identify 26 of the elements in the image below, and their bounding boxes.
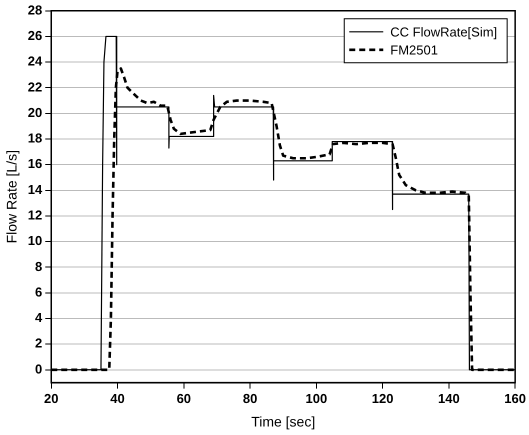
x-tick-label: 40 xyxy=(110,390,125,406)
y-tick-label: 26 xyxy=(28,28,42,44)
y-tick-label: 12 xyxy=(28,208,42,223)
legend-label: FM2501 xyxy=(390,42,438,58)
y-tick-label: 18 xyxy=(28,130,42,146)
y-tick-label: 24 xyxy=(28,54,44,69)
y-tick-label: 14 xyxy=(28,182,44,197)
y-tick-label: 8 xyxy=(35,258,42,274)
y-tick-label: 20 xyxy=(28,104,42,120)
y-tick-label: 4 xyxy=(35,310,44,326)
y-tick-label: 6 xyxy=(35,284,42,300)
y-tick-label: 28 xyxy=(28,2,42,18)
x-tick-label: 160 xyxy=(504,390,526,406)
x-tick-label: 60 xyxy=(176,390,192,406)
y-tick-label: 2 xyxy=(35,336,42,351)
x-axis-title: Time [sec] xyxy=(251,413,316,430)
x-tick-label: 100 xyxy=(305,390,328,406)
y-axis-title: Flow Rate [L/s] xyxy=(3,150,20,244)
x-tick-label: 120 xyxy=(372,390,394,406)
x-tick-label: 140 xyxy=(438,390,460,406)
y-tick-label: 10 xyxy=(28,233,42,248)
legend-label: CC FlowRate[Sim] xyxy=(390,24,498,40)
y-tick-label: 0 xyxy=(35,361,42,376)
y-tick-label: 22 xyxy=(28,79,42,94)
x-tick-label: 80 xyxy=(242,390,258,406)
y-tick-label: 16 xyxy=(28,156,42,172)
